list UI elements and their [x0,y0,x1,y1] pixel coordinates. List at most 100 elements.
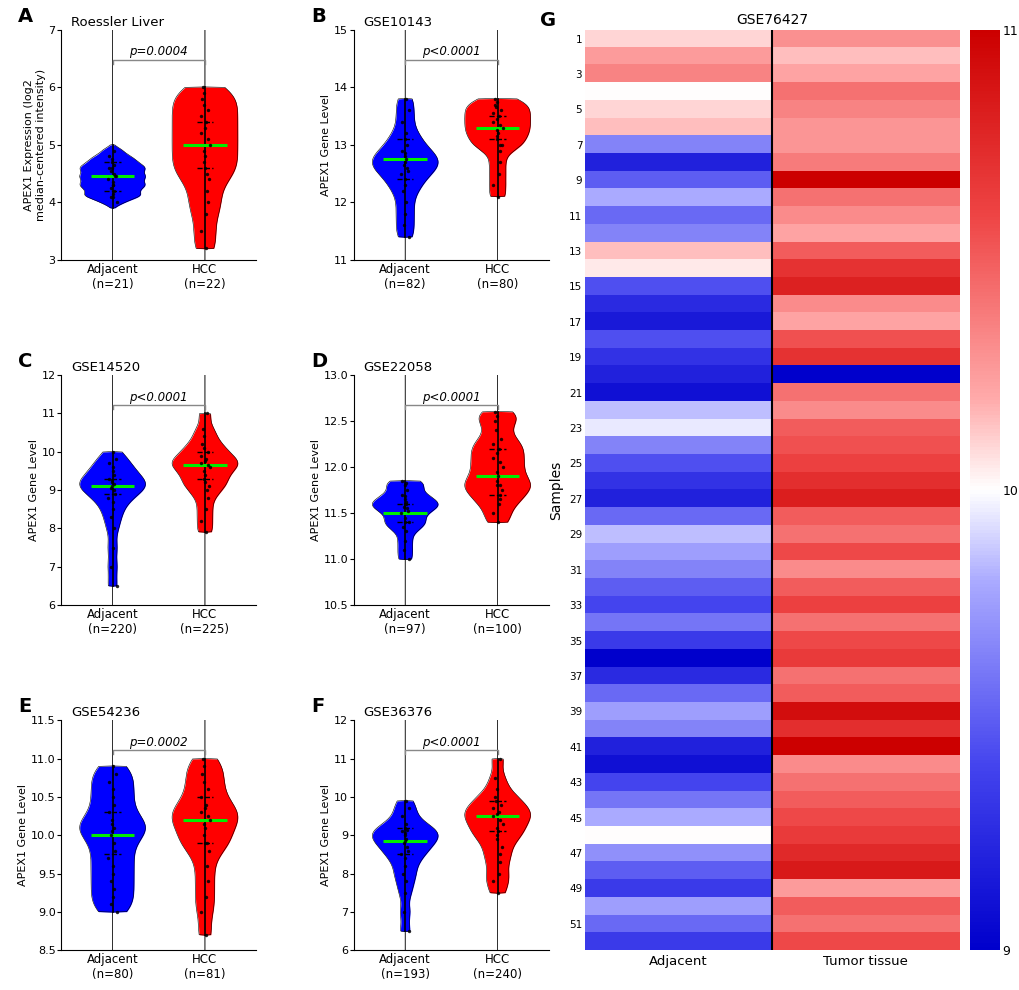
Text: p<0.0001: p<0.0001 [422,46,480,58]
Point [198,241,214,256]
Text: B: B [311,7,325,26]
Point [491,137,507,152]
Point [108,451,124,467]
Point [394,865,411,882]
Point [106,482,122,498]
Point [396,515,413,531]
Point [396,171,413,187]
Point [395,904,412,920]
Point [490,165,506,181]
Point [103,189,119,205]
Point [108,904,124,920]
Point [490,441,506,456]
Point [103,897,119,913]
Point [484,177,500,193]
Point [400,229,417,245]
Point [485,801,501,817]
Point [488,463,504,479]
Point [198,206,214,222]
Point [103,480,119,496]
Point [195,750,211,766]
Point [108,766,124,782]
Point [488,423,504,439]
Point [395,499,412,515]
Point [199,406,215,422]
Point [396,858,413,874]
Point [202,459,218,475]
Point [396,489,413,505]
Point [200,194,216,210]
Point [486,97,502,113]
Point [106,820,122,836]
Point [201,171,217,187]
Text: G: G [539,11,555,31]
Point [198,797,214,813]
Point [202,812,218,828]
Point [488,94,504,110]
Text: GSE36376: GSE36376 [363,706,432,719]
Point [105,189,121,205]
Point [101,160,117,176]
Point [400,551,417,567]
Point [489,515,505,531]
Point [494,120,511,136]
Point [104,177,120,193]
Point [198,114,214,130]
Point [104,154,120,170]
Point [108,194,124,210]
Point [492,454,508,470]
Point [200,457,216,473]
Point [396,491,413,507]
Point [492,154,508,170]
Point [396,834,413,849]
Text: p<0.0001: p<0.0001 [422,391,480,404]
Point [494,816,511,832]
Point [394,183,411,199]
Point [105,444,121,459]
Point [194,437,210,452]
Point [106,143,122,158]
Point [201,478,217,494]
Point [199,836,215,851]
Point [489,131,505,147]
Point [199,165,215,181]
Point [485,808,501,824]
Point [193,126,209,142]
Y-axis label: Samples: Samples [549,460,562,520]
Point [485,105,501,121]
Point [193,455,209,471]
Text: Roessler Liver: Roessler Liver [71,16,164,29]
Point [485,436,501,451]
Point [198,451,214,467]
Point [492,432,508,447]
Point [400,515,417,531]
Point [400,924,417,940]
Point [107,486,123,502]
Point [108,168,124,184]
Text: p=0.0004: p=0.0004 [129,46,187,58]
Point [397,475,414,491]
Point [106,476,122,492]
Point [197,453,213,469]
Point [200,808,216,824]
Point [489,885,505,901]
Point [197,466,213,482]
Point [105,463,121,479]
Point [485,449,501,465]
Point [398,137,415,152]
Point [397,151,414,167]
Point [102,509,118,525]
Point [489,126,505,142]
Point [396,154,413,170]
Point [396,206,413,222]
Point [104,151,120,167]
Point [492,491,508,507]
Point [485,114,501,130]
Point [196,816,212,832]
Point [396,533,413,548]
Point [489,446,505,461]
Point [399,503,416,519]
Point [202,137,218,152]
Point [101,455,117,471]
Point [103,162,119,178]
